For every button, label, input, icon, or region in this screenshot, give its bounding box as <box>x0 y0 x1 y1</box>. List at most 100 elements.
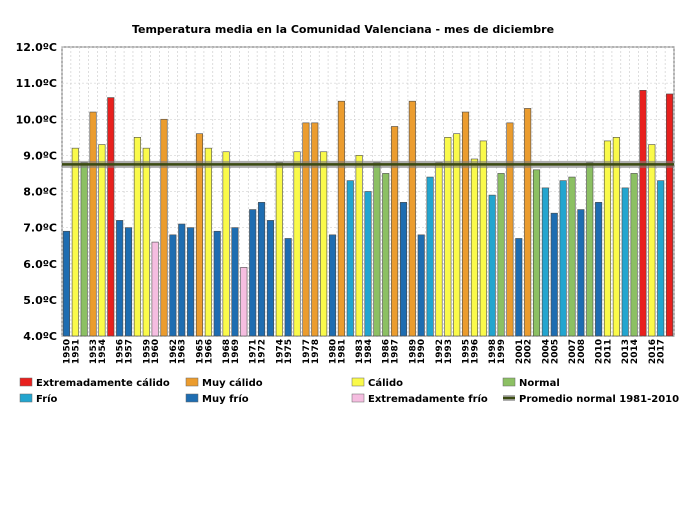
y-axis-ticks: 4.0ºC 5.0ºC 6.0ºC 7.0ºC 8.0ºC 9.0ºC 10.0ºC 11.0… <box>16 41 57 343</box>
bar-2002 <box>524 108 532 337</box>
bar-1995 <box>462 111 470 337</box>
bar-1959 <box>142 147 150 337</box>
bar-2011 <box>603 140 612 337</box>
x-tick-label: 2017 <box>657 339 667 364</box>
bar-1961 <box>160 118 168 337</box>
x-tick-label: 2016 <box>648 339 658 364</box>
bar-1974 <box>275 162 283 337</box>
bar-1993 <box>444 137 452 337</box>
bar-1966 <box>204 147 212 337</box>
bar-1991 <box>426 176 434 337</box>
bar-1953 <box>89 111 97 337</box>
bar-2016 <box>648 144 656 337</box>
legend: Extremadamente cálido Muy cálido Cálido Nor… <box>19 377 679 405</box>
bar-1962 <box>169 234 177 337</box>
legend-label: Normal <box>519 378 560 389</box>
legend-swatch <box>351 377 365 387</box>
bar-1988 <box>399 202 408 337</box>
x-tick-label: 2008 <box>577 339 587 364</box>
bar-1951 <box>71 147 79 337</box>
legend-swatch <box>502 377 516 387</box>
x-tick-label: 1996 <box>470 339 480 364</box>
x-tick-label: 2013 <box>621 339 631 364</box>
bar-1985 <box>373 162 381 337</box>
bar-1976 <box>293 151 301 337</box>
x-tick-label: 1951 <box>71 339 81 364</box>
bar-2014 <box>630 173 638 337</box>
bar-1969 <box>231 227 239 337</box>
bar-1975 <box>284 238 292 337</box>
bar-2006 <box>559 180 567 337</box>
x-tick-label: 1989 <box>408 339 418 364</box>
y-tick-label: 12.0ºC <box>16 41 57 54</box>
x-tick-label: 1956 <box>116 339 126 364</box>
legend-item-ec: Extremadamente cálido <box>19 377 170 389</box>
legend-label: Promedio normal 1981-2010 <box>519 394 679 405</box>
bar-1984 <box>364 191 372 337</box>
legend-label: Muy frío <box>202 393 249 405</box>
bar-1980 <box>328 234 337 337</box>
bar-1956 <box>116 220 124 337</box>
bar-1977 <box>302 122 310 337</box>
x-tick-label: 1995 <box>462 339 472 364</box>
bar-1965 <box>195 133 204 337</box>
legend-item-c: Cálido <box>351 377 403 389</box>
x-tick-label: 1984 <box>364 339 374 364</box>
bar-1960 <box>151 241 159 337</box>
bar-1983 <box>355 155 363 337</box>
y-tick-label: 10.0ºC <box>16 113 57 126</box>
bar-2018 <box>666 93 674 337</box>
bar-1970 <box>240 267 248 337</box>
bar-1967 <box>213 230 221 337</box>
y-tick-label: 4.0ºC <box>23 330 57 343</box>
x-tick-label: 1992 <box>435 339 445 364</box>
legend-swatch <box>19 377 33 387</box>
bar-1987 <box>391 126 399 337</box>
bars <box>62 90 674 337</box>
x-tick-label: 1960 <box>151 339 161 364</box>
x-tick-label: 1962 <box>169 339 179 364</box>
bar-1952 <box>80 162 88 337</box>
bar-1986 <box>382 173 390 337</box>
x-tick-label: 1999 <box>497 339 507 364</box>
y-tick-label: 5.0ºC <box>23 294 57 307</box>
legend-label: Muy cálido <box>202 377 263 389</box>
x-tick-label: 1950 <box>62 339 72 364</box>
legend-label: Extremadamente frío <box>368 393 488 405</box>
bar-2005 <box>550 212 558 337</box>
y-tick-label: 9.0ºC <box>23 149 57 162</box>
y-tick-label: 7.0ºC <box>23 222 57 235</box>
x-tick-label: 1990 <box>417 339 427 364</box>
bar-1994 <box>453 133 461 337</box>
bar-1997 <box>479 140 487 337</box>
bar-1981 <box>337 100 345 337</box>
x-tick-label: 1978 <box>311 339 321 364</box>
bar-2010 <box>595 202 603 337</box>
x-tick-label: 2004 <box>541 339 551 364</box>
legend-item-n: Normal <box>502 377 560 389</box>
x-tick-label: 1983 <box>355 339 365 364</box>
bar-2001 <box>515 238 523 337</box>
x-tick-label: 1986 <box>382 339 392 364</box>
bar-2003 <box>532 169 541 337</box>
bar-1990 <box>417 234 425 337</box>
bar-1973 <box>266 220 274 337</box>
bar-1978 <box>311 122 319 337</box>
x-tick-label: 2007 <box>568 339 578 364</box>
x-tick-label: 1971 <box>249 339 259 364</box>
bar-1958 <box>133 137 141 337</box>
legend-item-mc: Muy cálido <box>185 377 263 389</box>
x-tick-label: 1953 <box>89 339 99 364</box>
legend-item-mf: Muy frío <box>185 393 249 405</box>
legend-item-avg: Promedio normal 1981-2010 <box>503 394 679 405</box>
bar-1979 <box>320 151 328 337</box>
legend-item-ef: Extremadamente frío <box>351 393 488 405</box>
x-tick-label: 2010 <box>595 339 605 364</box>
legend-swatch <box>351 393 365 403</box>
x-tick-label: 1954 <box>98 339 108 364</box>
legend-label: Extremadamente cálido <box>36 377 170 389</box>
x-tick-label: 2005 <box>550 339 560 364</box>
x-tick-label: 1968 <box>222 339 232 364</box>
bar-1954 <box>98 144 106 337</box>
legend-swatch <box>19 393 33 403</box>
